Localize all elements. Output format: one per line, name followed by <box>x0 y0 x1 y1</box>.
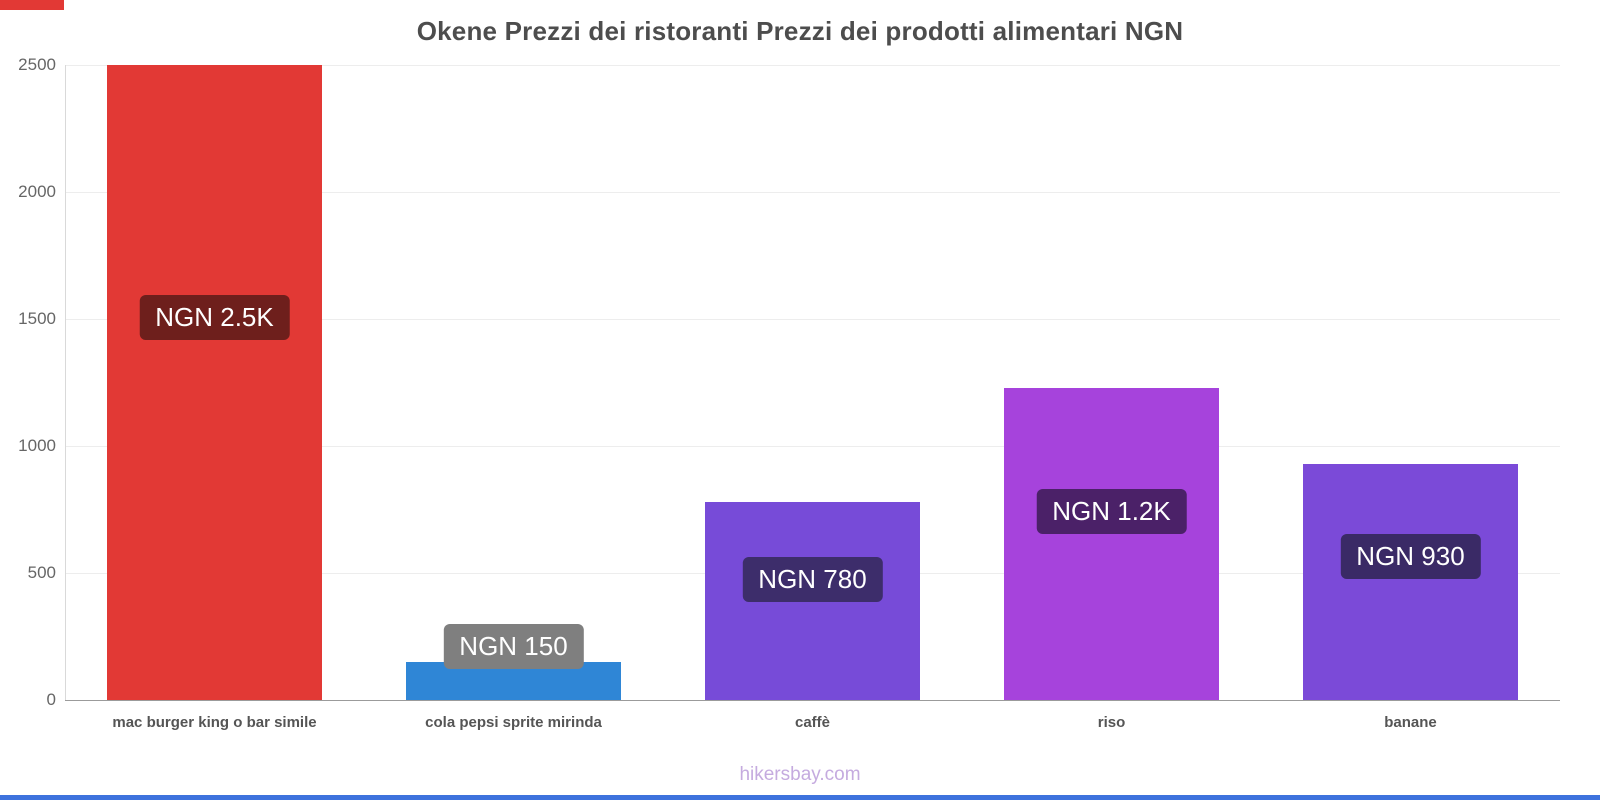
bar-value-label-cola-pepsi-sprite-mirinda: NGN 150 <box>443 623 584 669</box>
y-tick-label-1000: 1000 <box>18 436 56 455</box>
y-tick-label-500: 500 <box>27 563 56 582</box>
gridline-2500 <box>65 65 1560 66</box>
gridline-1500 <box>65 319 1560 320</box>
bar-riso <box>1003 387 1220 700</box>
bar-mac-burger-king-o-bar-simile <box>106 65 323 700</box>
x-axis-label-riso: riso <box>1097 714 1126 731</box>
bottom-accent-bar <box>0 795 1600 800</box>
x-axis-label-banane: banane <box>1384 714 1437 731</box>
top-left-accent-bar <box>0 0 64 10</box>
x-axis-label-mac-burger-king-o-bar-simile: mac burger king o bar simile <box>112 714 317 731</box>
bar-banane <box>1302 463 1519 700</box>
x-axis-label-cola-pepsi-sprite-mirinda: cola pepsi sprite mirinda <box>425 714 602 731</box>
footer-link[interactable]: hikersbay.com <box>739 764 861 785</box>
gridline-1000 <box>65 446 1560 447</box>
chart-title: Okene Prezzi dei ristoranti Prezzi dei p… <box>416 16 1184 46</box>
bar-value-label-mac-burger-king-o-bar-simile: NGN 2.5K <box>139 295 290 340</box>
gridline-2000 <box>65 192 1560 193</box>
bar-value-label-banane: NGN 930 <box>1340 534 1481 580</box>
y-tick-label-2500: 2500 <box>18 55 56 74</box>
y-tick-label-2000: 2000 <box>18 182 56 201</box>
x-axis-line <box>65 700 1560 701</box>
bar-value-label-caff: NGN 780 <box>742 557 883 603</box>
y-axis-line <box>65 65 66 700</box>
y-tick-label-0: 0 <box>46 690 56 709</box>
x-axis-label-caff: caffè <box>794 714 831 731</box>
y-tick-label-1500: 1500 <box>18 309 56 328</box>
bar-value-label-riso: NGN 1.2K <box>1036 488 1187 534</box>
